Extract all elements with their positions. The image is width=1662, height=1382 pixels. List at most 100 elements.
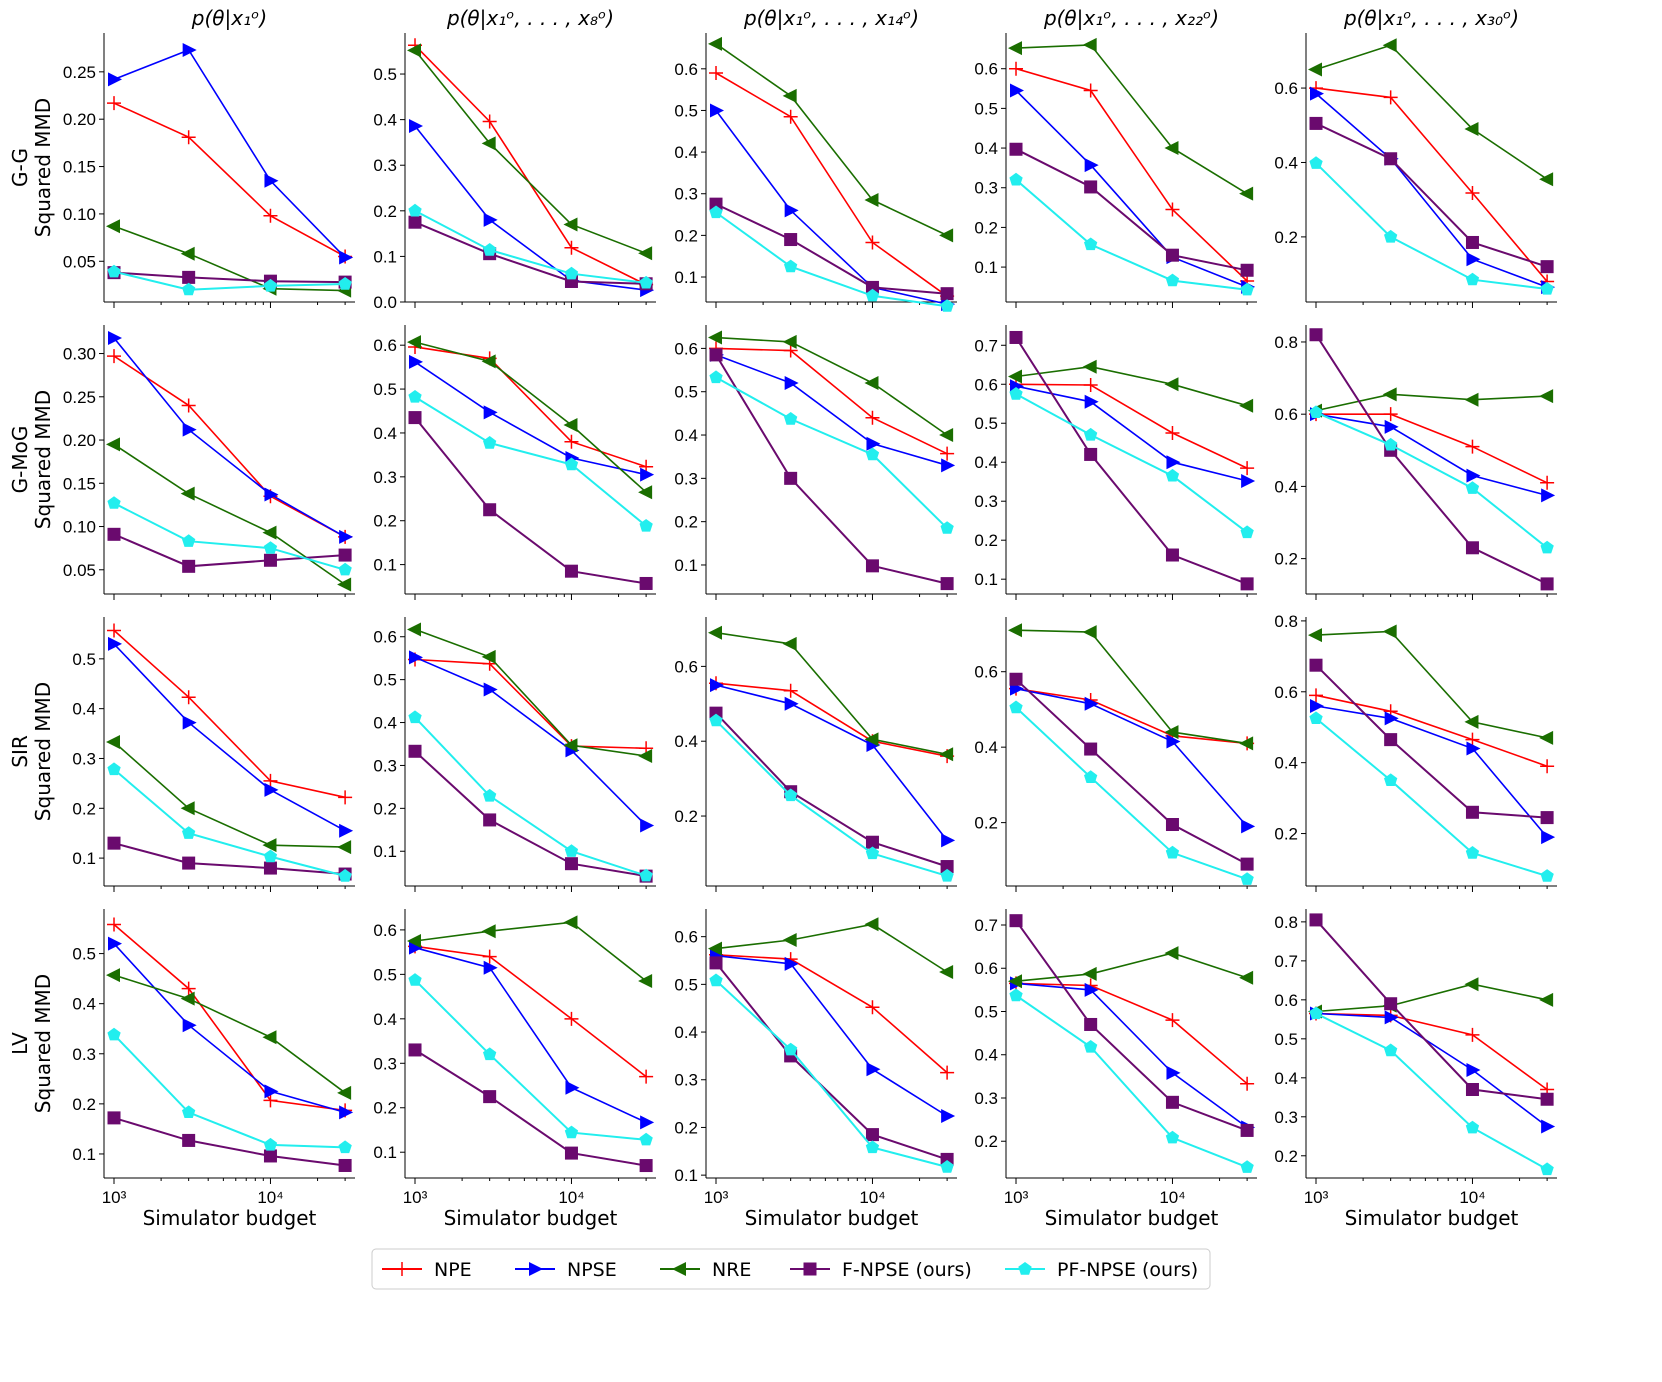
y-tick-label: 0.5 xyxy=(974,99,998,118)
triangle-right-marker xyxy=(1084,394,1099,409)
triangle-right-marker xyxy=(182,422,197,437)
triangle-right-marker xyxy=(784,203,799,218)
pentagon-marker xyxy=(1540,540,1554,554)
pentagon-marker xyxy=(107,762,121,776)
triangle-right-marker xyxy=(339,823,354,838)
pentagon-marker xyxy=(1165,845,1180,859)
plus-marker xyxy=(1083,378,1098,393)
series-line-nre xyxy=(1315,393,1548,412)
square-marker xyxy=(408,744,422,758)
square-marker xyxy=(564,1146,578,1160)
row-label: SIR xyxy=(8,735,32,768)
subplot: 0.1 0.2 0.3 0.4 0.5 0.6 xyxy=(674,325,957,600)
x-tick-label: 10³ xyxy=(1004,1188,1029,1207)
triangle-left-marker xyxy=(1464,977,1479,992)
triangle-left-marker xyxy=(638,246,653,261)
triangle-right-marker xyxy=(941,1108,956,1123)
y-tick-label: 0.6 xyxy=(974,375,998,394)
y-tick-label: 0.15 xyxy=(63,158,96,177)
pentagon-marker xyxy=(940,1160,954,1173)
plus-marker xyxy=(1383,90,1398,105)
series-line-npse xyxy=(715,354,948,467)
legend-label: NRE xyxy=(712,1259,751,1281)
y-tick-label: 0.4 xyxy=(974,453,998,472)
triangle-right-marker xyxy=(1541,488,1556,503)
pentagon-marker xyxy=(263,849,278,863)
triangle-left-marker xyxy=(1164,946,1179,961)
pentagon-marker xyxy=(1165,1130,1180,1144)
pentagon-marker xyxy=(1240,525,1254,539)
pentagon-marker xyxy=(940,521,954,534)
y-tick-label: 0.4 xyxy=(1274,153,1298,172)
square-marker xyxy=(1465,541,1479,555)
triangle-left-marker xyxy=(708,36,723,51)
subplot: 0.1 0.2 0.3 0.4 0.5 0.6 0.7 xyxy=(974,325,1257,600)
triangle-right-marker xyxy=(409,119,424,134)
square-marker xyxy=(709,197,723,211)
row-label: G-MoG xyxy=(8,426,32,494)
series-line-npse xyxy=(113,643,346,832)
triangle-right-marker xyxy=(108,72,123,87)
plus-marker xyxy=(263,773,278,788)
triangle-left-marker xyxy=(180,486,195,501)
square-marker xyxy=(408,1043,422,1057)
y-tick-label: 0.3 xyxy=(373,156,397,175)
triangle-left-marker xyxy=(1464,121,1479,136)
triangle-left-marker xyxy=(1008,974,1023,989)
plus-marker xyxy=(1240,461,1255,476)
plus-marker xyxy=(1465,1027,1480,1042)
y-tick-label: 0.4 xyxy=(1274,1069,1298,1088)
x-tick-label: 10³ xyxy=(704,1188,729,1207)
square-marker xyxy=(1084,742,1098,756)
y-tick-label: 0.3 xyxy=(674,1071,698,1090)
square-marker xyxy=(564,564,578,578)
pentagon-marker xyxy=(709,370,723,384)
triangle-left-marker xyxy=(337,1085,352,1100)
square-marker xyxy=(1540,1092,1554,1106)
square-marker xyxy=(263,553,277,567)
series-line-f-npse xyxy=(1015,920,1248,1132)
y-tick-label: 0.1 xyxy=(974,570,998,589)
triangle-right-marker xyxy=(941,458,956,473)
series-line-npse xyxy=(113,49,346,259)
y-axis-label: Squared MMD xyxy=(31,98,55,237)
y-tick-label: 0.6 xyxy=(373,628,397,647)
triangle-left-marker xyxy=(407,335,422,350)
series-line-f-npse xyxy=(1315,122,1548,268)
triangle-left-marker xyxy=(939,964,954,979)
y-tick-label: 0.6 xyxy=(674,657,698,676)
series-line-pf-npse xyxy=(1315,162,1548,290)
series-line-pf-npse xyxy=(414,979,647,1141)
x-tick-label: 10³ xyxy=(1304,1188,1329,1207)
triangle-right-marker xyxy=(1310,698,1325,713)
triangle-left-marker xyxy=(782,88,797,103)
series-line-npe xyxy=(1015,982,1248,1085)
series-line-nre xyxy=(715,336,948,436)
series-line-f-npse xyxy=(1315,334,1548,585)
legend-item: F-NPSE (ours) xyxy=(790,1259,972,1281)
pentagon-marker xyxy=(1009,700,1023,714)
triangle-right-marker xyxy=(264,173,279,188)
square-marker xyxy=(408,215,422,229)
series-line-nre xyxy=(1315,44,1548,180)
square-marker xyxy=(1540,260,1554,274)
triangle-right-marker xyxy=(1466,1063,1481,1078)
series-line-npe xyxy=(1316,413,1548,484)
y-tick-label: 0.5 xyxy=(674,975,698,994)
y-tick-label: 0.6 xyxy=(674,928,698,947)
series-line-npse xyxy=(715,684,948,841)
pentagon-marker xyxy=(865,447,880,461)
series-line-pf-npse xyxy=(113,502,346,571)
triangle-left-marker xyxy=(337,577,352,592)
series-line-npe xyxy=(1015,687,1248,745)
pentagon-marker xyxy=(1240,1160,1254,1173)
triangle-right-marker xyxy=(710,103,725,118)
subplot: 0.1 0.2 0.3 0.4 0.5 0.6 xyxy=(373,325,656,600)
triangle-left-marker xyxy=(337,840,352,855)
triangle-left-marker xyxy=(563,418,578,433)
square-marker xyxy=(1165,1095,1179,1109)
pentagon-marker xyxy=(564,266,579,280)
square-marker xyxy=(803,1262,817,1276)
